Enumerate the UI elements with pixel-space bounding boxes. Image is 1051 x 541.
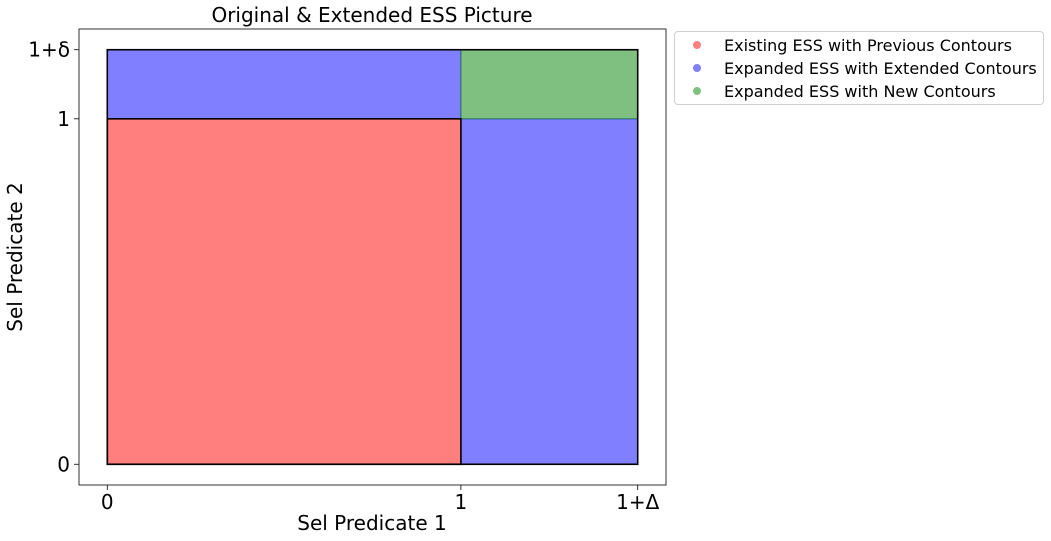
- y-axis-label: Sel Predicate 2: [3, 182, 27, 331]
- y-tick-label-2: 1+δ: [28, 38, 70, 62]
- region-layer: [106, 48, 639, 466]
- outline-extended-ess: [106, 48, 639, 466]
- legend-marker-red: [693, 41, 701, 49]
- x-tick-label-0: 0: [101, 490, 114, 514]
- region-series2-0: [460, 49, 639, 120]
- x-tick-label-1: 1: [455, 490, 468, 514]
- legend-label-extended: Expanded ESS with Extended Contours: [724, 58, 1037, 78]
- legend-item-existing: Existing ESS with Previous Contours: [675, 34, 1012, 56]
- x-tick-label-2: 1+Δ: [616, 490, 659, 514]
- legend-label-new: Expanded ESS with New Contours: [724, 81, 996, 101]
- legend-item-extended: Expanded ESS with Extended Contours: [675, 57, 1037, 79]
- region-series0-0: [106, 118, 462, 465]
- legend-label-existing: Existing ESS with Previous Contours: [724, 35, 1012, 55]
- tick-layer: 0 1 1+Δ 0 1 1+δ: [28, 38, 659, 514]
- legend-item-new: Expanded ESS with New Contours: [675, 80, 996, 102]
- region-series1-1: [460, 118, 639, 465]
- y-tick-label-0: 0: [57, 452, 70, 476]
- y-tick-label-1: 1: [57, 107, 70, 131]
- legend-marker-green: [693, 87, 701, 95]
- legend-marker-blue: [693, 64, 701, 72]
- chart-title: Original & Extended ESS Picture: [211, 3, 532, 27]
- region-series1-0: [106, 49, 462, 120]
- legend: Existing ESS with Previous Contours Expa…: [674, 31, 1044, 105]
- x-axis-label: Sel Predicate 1: [297, 511, 446, 535]
